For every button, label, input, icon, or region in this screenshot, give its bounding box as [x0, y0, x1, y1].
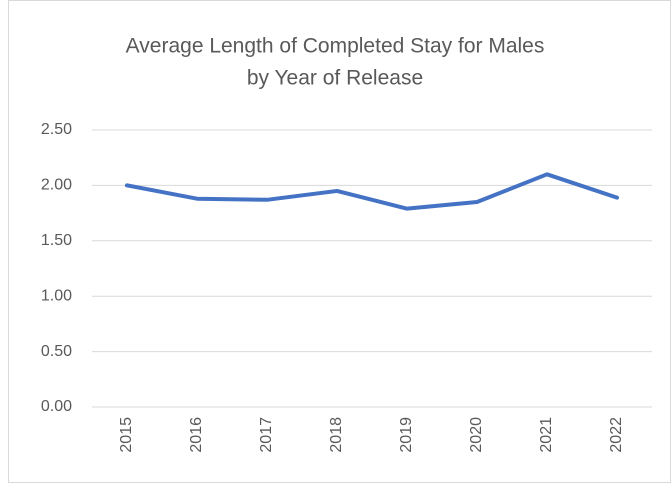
y-tick-label: 0.50 — [41, 343, 72, 360]
x-tick-label: 2022 — [608, 417, 625, 453]
y-tick-label: 0.00 — [41, 398, 72, 415]
x-tick-label: 2016 — [188, 417, 205, 453]
x-tick-label: 2019 — [398, 417, 415, 453]
y-tick-label: 1.50 — [41, 232, 72, 249]
y-tick-label: 2.00 — [41, 177, 72, 194]
chart-title-line: Average Length of Completed Stay for Mal… — [126, 35, 545, 58]
y-tick-label: 2.50 — [41, 121, 72, 138]
chart-title-line: by Year of Release — [247, 67, 423, 90]
x-tick-label: 2015 — [118, 417, 135, 453]
series-line — [125, 172, 619, 211]
x-tick-label: 2017 — [258, 417, 275, 453]
x-tick-label: 2021 — [538, 417, 555, 453]
x-tick-label: 2018 — [328, 417, 345, 453]
y-tick-label: 1.00 — [41, 287, 72, 304]
x-tick-label: 2020 — [468, 417, 485, 453]
